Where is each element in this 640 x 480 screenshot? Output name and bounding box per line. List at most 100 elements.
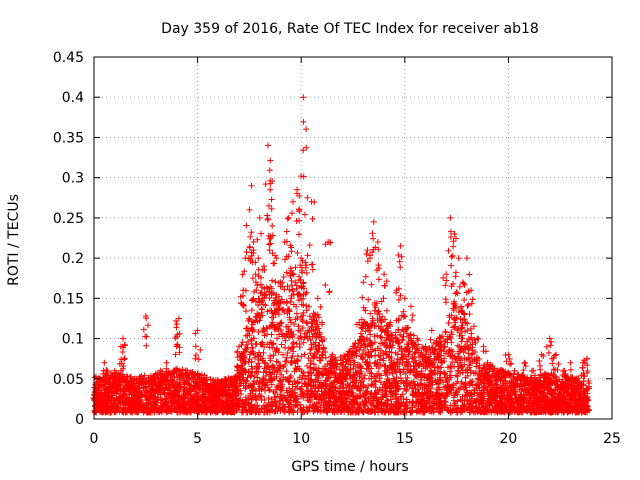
data-point (254, 310, 261, 317)
data-point (251, 402, 258, 409)
data-point (436, 386, 443, 393)
data-point (452, 402, 459, 409)
data-point (372, 347, 379, 354)
data-point (358, 333, 365, 340)
data-point (403, 388, 410, 395)
data-point (374, 332, 381, 339)
data-point (242, 394, 249, 401)
data-point (293, 310, 300, 317)
data-point (288, 401, 295, 408)
data-point (357, 330, 364, 337)
data-point (266, 295, 273, 302)
data-point (470, 370, 477, 377)
data-point (233, 400, 240, 407)
data-point (386, 353, 393, 360)
data-point (292, 279, 299, 286)
data-point (303, 307, 310, 314)
data-point (259, 328, 266, 335)
data-point (437, 334, 444, 341)
data-point (307, 360, 314, 367)
data-point (298, 353, 305, 360)
data-point (411, 366, 418, 373)
data-point (372, 377, 379, 384)
data-point (246, 408, 253, 415)
data-point (422, 382, 429, 389)
data-point (270, 352, 277, 359)
data-point (266, 366, 273, 373)
data-point (277, 386, 284, 393)
data-point (377, 347, 384, 354)
data-point (359, 408, 366, 415)
data-point (392, 329, 399, 336)
data-point (445, 347, 452, 354)
data-point (525, 399, 532, 406)
data-point (267, 371, 274, 378)
data-point (441, 398, 448, 405)
data-point (377, 379, 384, 386)
data-point (455, 325, 462, 332)
data-point (268, 381, 275, 388)
data-point (509, 403, 516, 410)
data-point (297, 333, 304, 340)
data-point (278, 341, 285, 348)
data-point (292, 393, 299, 400)
data-point (275, 359, 282, 366)
data-point (383, 351, 390, 358)
data-point (262, 302, 269, 309)
data-point (421, 381, 428, 388)
data-point (306, 303, 313, 310)
data-point (377, 361, 384, 368)
data-point (283, 368, 290, 375)
data-point (248, 372, 255, 379)
data-point (450, 381, 457, 388)
data-point (244, 374, 251, 381)
data-point (448, 331, 455, 338)
data-point (260, 349, 267, 356)
data-point (447, 372, 454, 379)
data-point (299, 318, 306, 325)
data-point (389, 370, 396, 377)
data-point (281, 308, 288, 315)
data-point (453, 289, 460, 296)
data-point (288, 295, 295, 302)
data-point (251, 373, 258, 380)
data-point (275, 331, 282, 338)
data-point (353, 369, 360, 376)
data-point (449, 359, 456, 365)
data-point (306, 346, 313, 353)
data-point (290, 271, 297, 278)
data-point (413, 393, 420, 400)
data-point (303, 302, 310, 309)
data-point (462, 328, 469, 335)
data-point (261, 332, 268, 339)
data-point (367, 310, 374, 317)
data-point (404, 330, 411, 337)
data-point (109, 392, 116, 399)
data-point (257, 290, 264, 297)
data-point (244, 344, 251, 351)
data-point (260, 327, 267, 334)
data-point (427, 349, 434, 356)
data-point (453, 372, 460, 379)
data-point (376, 310, 383, 317)
data-point (275, 293, 282, 300)
data-point (360, 347, 367, 354)
data-point (300, 339, 307, 346)
data-point (248, 396, 255, 403)
data-points (90, 94, 593, 416)
data-point (454, 398, 461, 405)
data-point (433, 391, 440, 398)
data-point (341, 352, 348, 359)
data-point (457, 384, 464, 391)
data-point (287, 319, 294, 326)
data-point (268, 285, 275, 292)
data-point (286, 316, 293, 323)
data-point (286, 286, 293, 293)
data-point (348, 352, 355, 359)
data-point (291, 368, 298, 375)
data-point (434, 363, 441, 370)
data-point (435, 381, 442, 388)
data-point (274, 335, 281, 342)
data-point (414, 345, 421, 352)
